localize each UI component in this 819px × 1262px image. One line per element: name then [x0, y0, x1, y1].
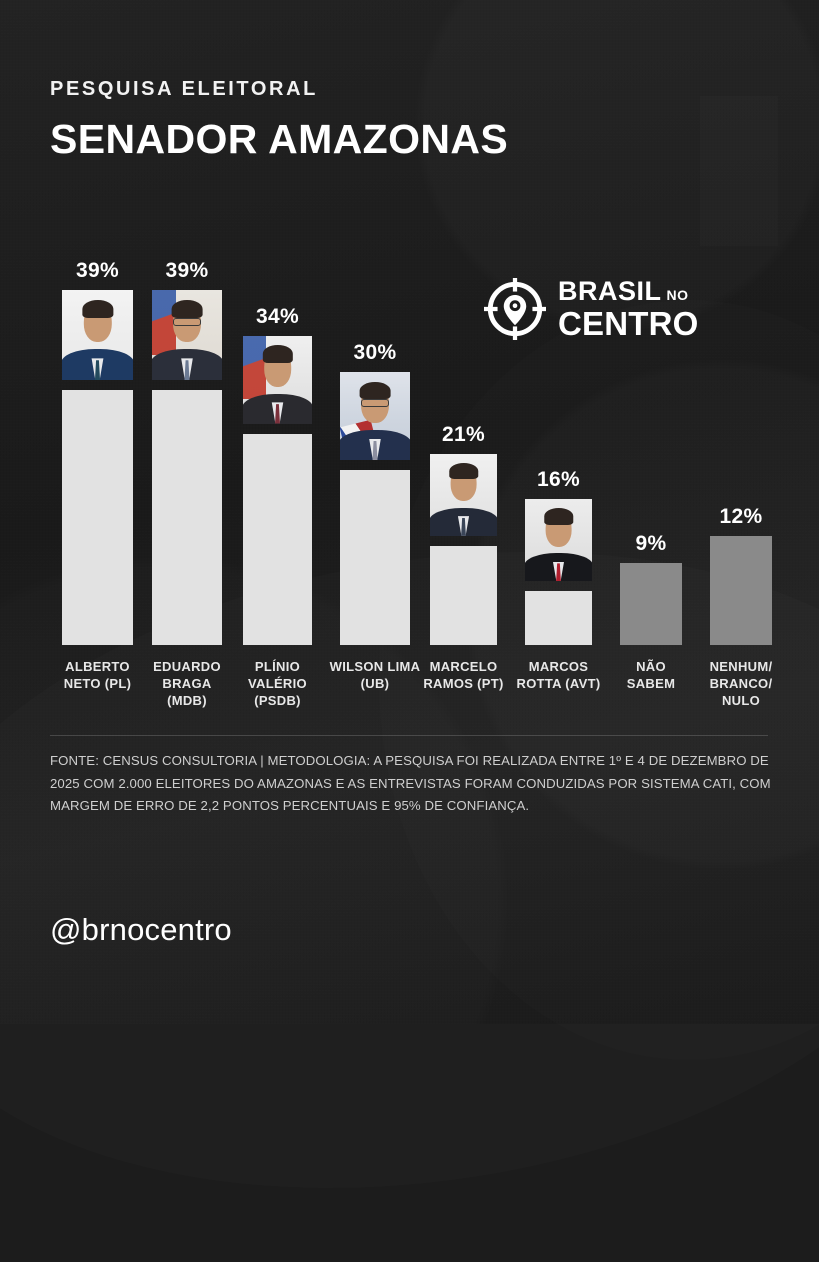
header: PESQUISA ELEITORAL SENADOR AMAZONAS	[50, 78, 508, 163]
logo-wordmark: BRASIL NO CENTRO	[558, 276, 699, 342]
eduardo-braga-portrait	[152, 290, 222, 380]
logo-brasil-text: BRASIL	[558, 276, 662, 306]
plinio-valerio-portrait	[243, 335, 312, 424]
chart-bar	[525, 591, 592, 645]
bar-value-label: 39%	[76, 259, 119, 282]
bar-value-label: 12%	[719, 504, 763, 528]
chart-column: 34% PLÍNIO VALÉRIO (PSDB)	[243, 0, 312, 1024]
footnote-divider	[50, 735, 768, 736]
chart-column: 9% NÃO SABEM	[620, 0, 682, 1024]
chart-bar	[430, 545, 497, 645]
poll-bar-chart: 39% ALBERTO NETO (PL) 39% EDUARDO BRAGA (MDB) 3…	[62, 0, 772, 1024]
chart-column: 30% WILSON LIMA (UB)	[330, 0, 420, 1024]
bar-value-label: 39%	[165, 259, 209, 282]
brand-logo: BRASIL NO CENTRO	[484, 278, 699, 340]
bar-value-label: 16%	[537, 468, 580, 492]
chart-bar	[243, 433, 312, 645]
alberto-neto-portrait	[62, 290, 133, 380]
page-title: SENADOR AMAZONAS	[50, 116, 509, 162]
bar-category-label: EDUARDO BRAGA (MDB)	[153, 659, 221, 708]
bar-value-label: 34%	[256, 304, 299, 328]
bar-category-label: NENHUM/BRANCO/NULO	[709, 659, 773, 708]
marcelo-ramos-portrait	[430, 453, 497, 536]
bar-category-label: MARCOS ROTTA (AVT)	[516, 659, 601, 691]
bar-category-label: WILSON LIMA (UB)	[329, 659, 421, 691]
bar-value-label: 30%	[353, 340, 397, 364]
chart-column: 16% MARCOS ROTTA (AVT)	[517, 0, 601, 1024]
logo-centro-text: CENTRO	[558, 305, 699, 342]
bar-category-label: PLÍNIO VALÉRIO (PSDB)	[248, 659, 307, 708]
chart-column: 39% ALBERTO NETO (PL)	[62, 0, 133, 1024]
chart-bar	[62, 390, 133, 645]
bar-value-label: 21%	[442, 422, 485, 446]
wilson-lima-portrait	[340, 371, 410, 460]
chart-column: 39% EDUARDO BRAGA (MDB)	[152, 0, 222, 1024]
methodology-footnote: FONTE: CENSUS CONSULTORIA | METODOLOGIA:…	[50, 753, 771, 814]
kicker-label: PESQUISA ELEITORAL	[50, 78, 318, 100]
bar-value-label: 9%	[635, 532, 667, 556]
chart-column: 21% MARCELO RAMOS (PT)	[423, 0, 503, 1024]
chart-bar	[340, 469, 410, 645]
bar-category-label: MARCELO RAMOS (PT)	[423, 659, 504, 691]
bar-category-label: ALBERTO NETO (PL)	[63, 659, 132, 691]
chart-column: 12% NENHUM/BRANCO/NULO	[710, 0, 772, 1024]
logo-no-text: NO	[666, 287, 689, 303]
marcos-rotta-portrait	[525, 499, 592, 582]
crosshair-location-pin-icon	[484, 278, 546, 340]
bar-category-label: NÃO SABEM	[626, 659, 676, 691]
chart-bar	[152, 390, 222, 645]
social-handle: @brnocentro	[50, 912, 232, 947]
chart-bar	[620, 563, 682, 645]
chart-bar	[710, 535, 772, 645]
